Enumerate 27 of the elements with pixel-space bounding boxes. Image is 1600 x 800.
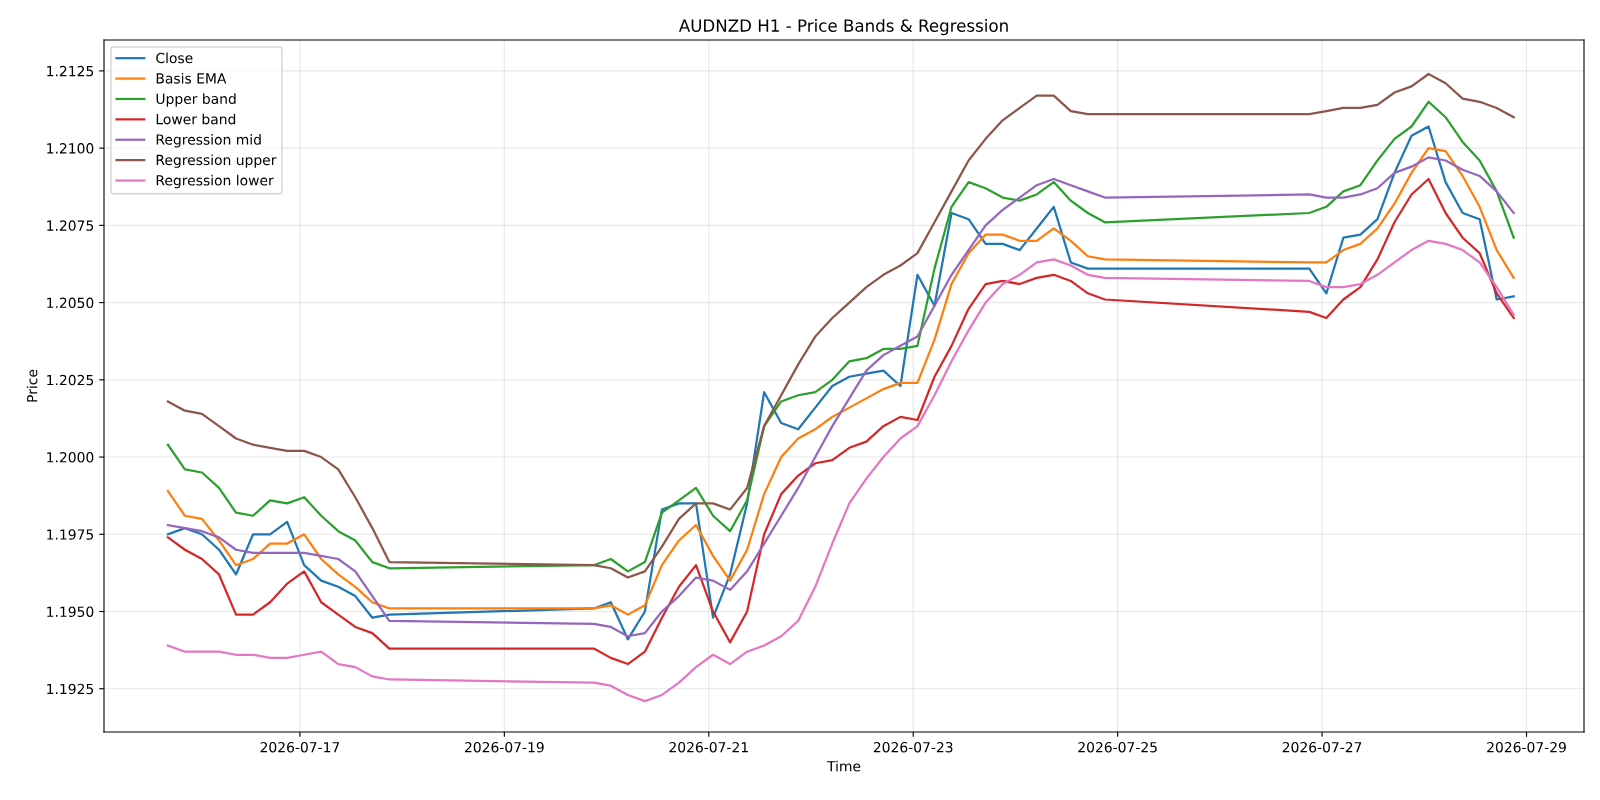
y-tick-label: 1.2100 xyxy=(47,143,94,154)
x-tick-label: 2026-07-29 xyxy=(1487,741,1566,753)
y-tick-label: 1.1925 xyxy=(47,683,94,695)
legend-label: Lower band xyxy=(156,113,236,125)
legend-label: Regression lower xyxy=(156,174,274,189)
x-tick-label: 2026-07-21 xyxy=(669,741,748,753)
y-tick-label: 1.2000 xyxy=(47,452,94,463)
x-tick-label: 2026-07-19 xyxy=(465,741,544,753)
x-axis-title: Time xyxy=(826,760,861,772)
y-tick-label: 1.1975 xyxy=(47,529,94,540)
legend-label: Regression mid xyxy=(156,134,261,148)
x-tick-label: 2026-07-25 xyxy=(1078,741,1157,753)
chart-title: AUDNZD H1 - Price Bands & Regression xyxy=(678,19,1008,36)
legend-label: Regression upper xyxy=(156,154,277,168)
y-tick-label: 1.1950 xyxy=(47,606,94,617)
legend-label: Upper band xyxy=(156,93,236,107)
y-tick-label: 1.2075 xyxy=(47,220,94,231)
legend-label: Basis EMA xyxy=(156,72,227,84)
x-tick-label: 2026-07-17 xyxy=(260,741,340,753)
y-tick-label: 1.2125 xyxy=(47,65,94,77)
x-tick-label: 2026-07-23 xyxy=(873,741,953,753)
y-axis-title: Price xyxy=(26,369,38,402)
legend-label: Close xyxy=(156,52,193,64)
line-series xyxy=(166,239,1515,703)
y-tick-label: 1.2050 xyxy=(47,297,94,309)
y-tick-label: 1.2025 xyxy=(47,374,94,386)
x-tick-label: 2026-07-27 xyxy=(1282,741,1362,753)
